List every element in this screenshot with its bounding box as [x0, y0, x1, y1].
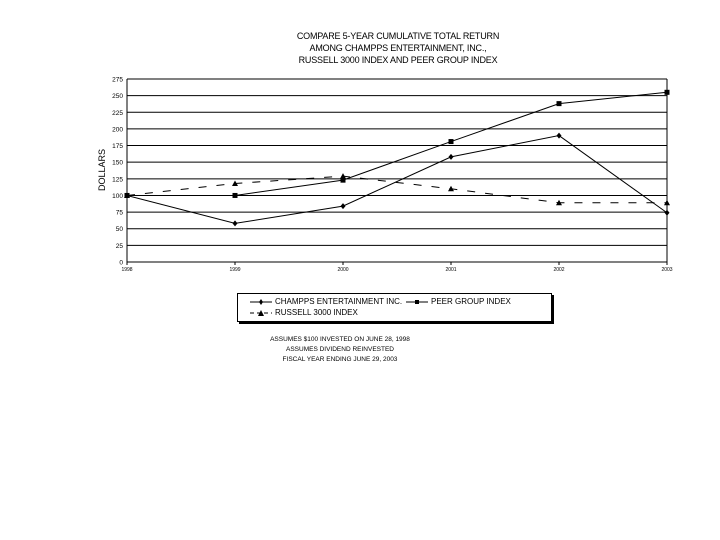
data-point [340, 177, 346, 183]
data-point [556, 132, 562, 139]
data-point [556, 101, 562, 107]
y-axis-label: DOLLARS [97, 149, 107, 191]
title-line: COMPARE 5-YEAR CUMULATIVE TOTAL RETURN [296, 31, 500, 41]
x-tick-label: 2003 [661, 267, 672, 273]
legend: CHAMPPS ENTERTAINMENT INC. PEER GROUP IN… [237, 293, 552, 322]
legend-label: CHAMPPS ENTERTAINMENT INC. [275, 297, 403, 306]
data-point [448, 185, 454, 192]
y-tick-label: 200 [112, 126, 123, 133]
y-tick-label: 50 [116, 226, 124, 233]
series-line-0 [126, 135, 668, 224]
data-point [664, 209, 670, 216]
x-tick-label: 1998 [121, 267, 132, 273]
title-line: RUSSELL 3000 INDEX AND PEER GROUP INDEX [298, 55, 498, 65]
data-point [124, 192, 130, 198]
footnotes: ASSUMES $100 INVESTED ON JUNE 28, 1998 A… [230, 335, 450, 365]
data-point [232, 192, 238, 198]
legend-item-peer: PEER GROUP INDEX [406, 297, 511, 306]
series-line-2 [126, 175, 667, 204]
legend-item-russell: RUSSELL 3000 INDEX [250, 308, 358, 317]
data-point [340, 173, 346, 179]
data-point [664, 89, 670, 95]
y-tick-label: 25 [116, 243, 124, 250]
legend-item-champps: CHAMPPS ENTERTAINMENT INC. [250, 297, 402, 306]
y-tick-label: 100 [112, 193, 123, 200]
data-point [556, 199, 562, 206]
x-tick-label: 1999 [229, 267, 240, 273]
series-line-1 [127, 91, 668, 196]
y-tick-label: 150 [112, 160, 123, 167]
y-tick-label: 75 [116, 210, 124, 217]
y-tick-label: 250 [112, 93, 123, 100]
data-point [232, 180, 238, 186]
y-tick-label: 125 [112, 176, 123, 183]
data-point [232, 220, 238, 227]
x-tick-label: 2001 [445, 267, 456, 273]
data-point [448, 153, 454, 160]
title-line: AMONG CHAMPPS ENTERTAINMENT, INC., [309, 43, 487, 53]
data-point [340, 203, 346, 210]
data-point [448, 139, 454, 145]
y-tick-label: 0 [119, 260, 123, 267]
y-tick-label: 275 [112, 77, 123, 84]
footnote: FISCAL YEAR ENDING JUNE 29, 2003 [282, 356, 398, 363]
chart-title: COMPARE 5-YEAR CUMULATIVE TOTAL RETURN A… [0, 30, 720, 66]
x-tick-label: 2002 [553, 267, 564, 273]
y-tick-label: 225 [112, 110, 123, 117]
footnote: ASSUMES $100 INVESTED ON JUNE 28, 1998 [270, 336, 410, 343]
legend-label: RUSSELL 3000 INDEX [275, 308, 358, 317]
footnote: ASSUMES DIVIDEND REINVESTED [286, 346, 394, 353]
legend-label: PEER GROUP INDEX [431, 297, 511, 306]
y-tick-label: 175 [112, 143, 123, 150]
data-point [664, 199, 670, 206]
x-tick-label: 2000 [337, 267, 348, 273]
